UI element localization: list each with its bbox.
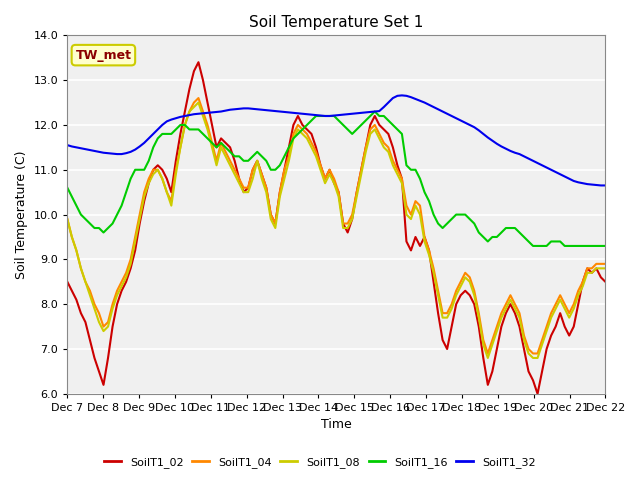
SoilT1_02 [63, 279, 71, 285]
SoilT1_02 [212, 144, 220, 150]
SoilT1_02 [367, 122, 374, 128]
SoilT1_32 [177, 114, 184, 120]
Line: SoilT1_08: SoilT1_08 [67, 103, 605, 358]
Line: SoilT1_32: SoilT1_32 [67, 96, 605, 185]
SoilT1_02 [534, 391, 541, 396]
Y-axis label: Soil Temperature (C): Soil Temperature (C) [15, 150, 28, 279]
SoilT1_32 [602, 182, 609, 188]
SoilT1_08 [367, 131, 374, 137]
SoilT1_16 [371, 108, 379, 114]
Line: SoilT1_04: SoilT1_04 [67, 98, 605, 353]
SoilT1_04 [177, 144, 184, 150]
SoilT1_16 [529, 243, 537, 249]
SoilT1_32 [493, 141, 500, 147]
SoilT1_04 [439, 310, 447, 316]
SoilT1_04 [602, 261, 609, 267]
SoilT1_16 [362, 118, 369, 123]
SoilT1_08 [497, 315, 505, 321]
SoilT1_04 [497, 310, 505, 316]
SoilT1_08 [593, 265, 600, 271]
SoilT1_08 [177, 144, 184, 150]
SoilT1_32 [588, 181, 596, 187]
Legend: SoilT1_02, SoilT1_04, SoilT1_08, SoilT1_16, SoilT1_32: SoilT1_02, SoilT1_04, SoilT1_08, SoilT1_… [100, 452, 540, 472]
SoilT1_08 [212, 162, 220, 168]
SoilT1_02 [593, 265, 600, 271]
SoilT1_32 [362, 109, 369, 115]
SoilT1_02 [177, 131, 184, 137]
SoilT1_08 [439, 315, 447, 321]
Text: TW_met: TW_met [76, 48, 131, 61]
X-axis label: Time: Time [321, 419, 352, 432]
SoilT1_32 [597, 182, 605, 188]
SoilT1_16 [177, 122, 184, 128]
SoilT1_32 [208, 109, 216, 115]
SoilT1_16 [593, 243, 600, 249]
SoilT1_16 [602, 243, 609, 249]
SoilT1_16 [63, 185, 71, 191]
Title: Soil Temperature Set 1: Soil Temperature Set 1 [249, 15, 424, 30]
SoilT1_04 [484, 350, 492, 356]
SoilT1_04 [593, 261, 600, 267]
SoilT1_08 [63, 216, 71, 222]
SoilT1_02 [493, 346, 500, 352]
SoilT1_04 [212, 158, 220, 164]
SoilT1_08 [602, 265, 609, 271]
SoilT1_02 [602, 279, 609, 285]
SoilT1_32 [439, 108, 447, 114]
SoilT1_04 [63, 216, 71, 222]
SoilT1_02 [439, 337, 447, 343]
SoilT1_04 [367, 127, 374, 132]
SoilT1_04 [195, 95, 202, 101]
SoilT1_32 [398, 93, 406, 98]
SoilT1_16 [208, 140, 216, 146]
SoilT1_02 [195, 60, 202, 65]
SoilT1_08 [484, 355, 492, 361]
Line: SoilT1_02: SoilT1_02 [67, 62, 605, 394]
SoilT1_08 [195, 100, 202, 106]
SoilT1_16 [493, 234, 500, 240]
Line: SoilT1_16: SoilT1_16 [67, 111, 605, 246]
SoilT1_16 [439, 225, 447, 231]
SoilT1_32 [63, 142, 71, 148]
